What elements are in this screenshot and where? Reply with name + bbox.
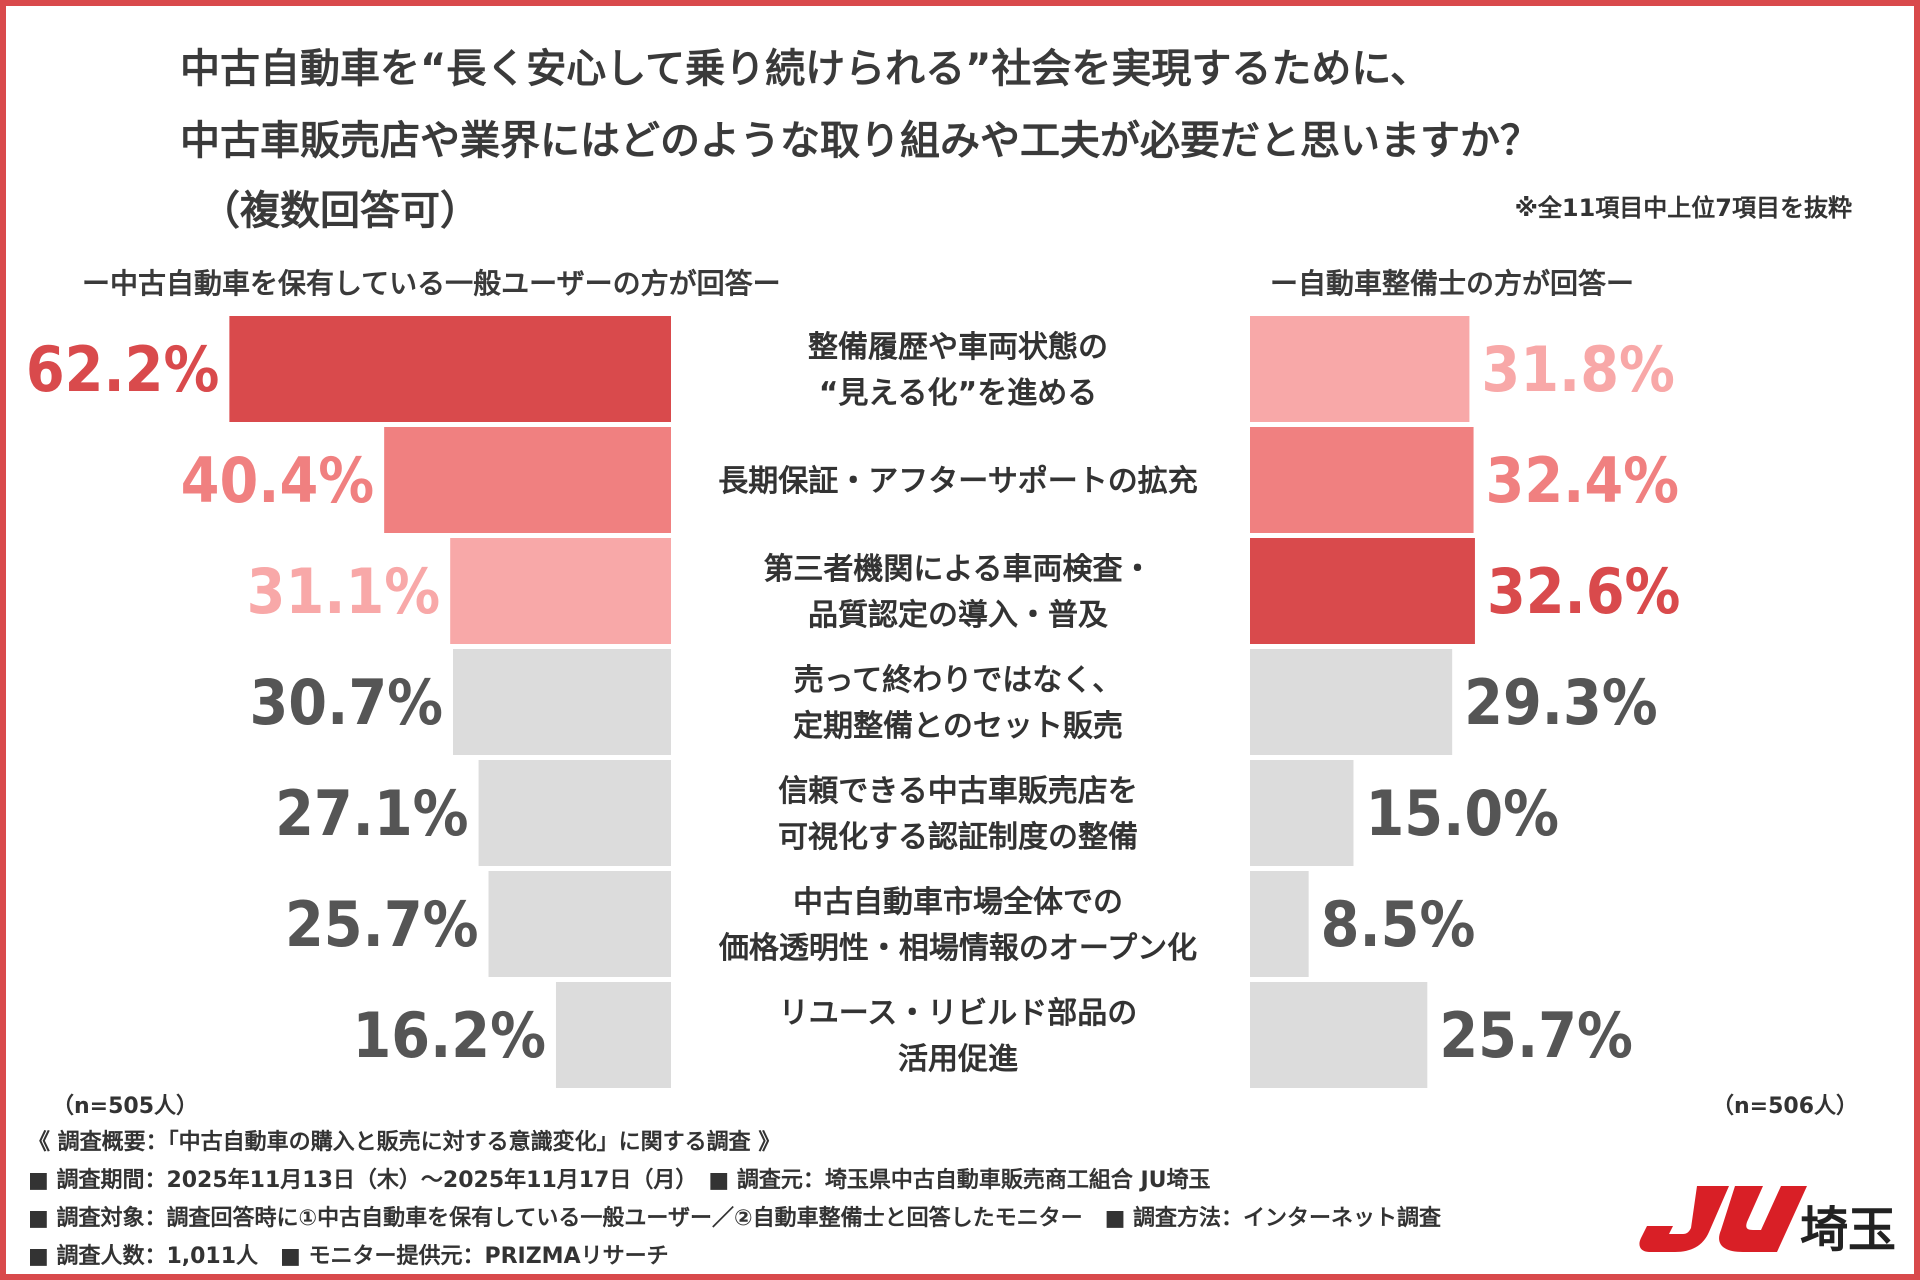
right-value-label: 32.6%	[1487, 555, 1681, 628]
left-bar	[488, 871, 671, 977]
left-bar	[555, 982, 671, 1088]
category-label: “見える化”を進める	[819, 376, 1098, 411]
survey-heading: 《 調査概要：「中古自動車の購入と販売に対する意識変化」に関する調査 》	[28, 1130, 781, 1155]
category-label: 価格透明性・相場情報のオープン化	[718, 931, 1197, 966]
left-value-label: 16.2%	[352, 999, 546, 1072]
left-bar	[453, 649, 671, 755]
right-value-label: 15.0%	[1366, 777, 1560, 850]
left-value-label: 30.7%	[250, 666, 444, 739]
selection-note: ※全11項目中上位7項目を抜粋	[1514, 194, 1852, 222]
right-value-label: 29.3%	[1464, 666, 1658, 739]
category-label: 中古自動車市場全体での	[793, 885, 1123, 920]
left-bar	[478, 760, 671, 866]
left-sample-size: （n=505人）	[52, 1094, 199, 1119]
chart-title-line3: （複数回答可）	[200, 188, 480, 234]
right-bar	[1250, 316, 1470, 422]
category-label: 活用促進	[898, 1042, 1018, 1077]
category-label: 整備履歴や車両状態の	[808, 330, 1108, 365]
category-label: 長期保証・アフターサポートの拡充	[718, 464, 1197, 499]
left-value-label: 62.2%	[26, 333, 220, 406]
left-bar	[229, 316, 671, 422]
ju-logo-mark	[1639, 1186, 1807, 1252]
right-bar	[1250, 982, 1428, 1088]
chart-title-line2: 中古車販売店や業界にはどのような取り組みや工夫が必要だと思いますか？	[180, 118, 1540, 164]
left-bar	[450, 538, 671, 644]
right-value-label: 8.5%	[1321, 888, 1476, 961]
left-value-label: 27.1%	[275, 777, 469, 850]
right-bar	[1250, 427, 1474, 533]
left-value-label: 31.1%	[247, 555, 441, 628]
category-label: 信頼できる中古車販売店を	[778, 774, 1137, 809]
ju-logo-text: 埼玉	[1800, 1202, 1897, 1258]
right-series-heading: ー自動車整備士の方が回答ー	[1270, 267, 1635, 300]
left-bar	[384, 427, 671, 533]
butterfly-bar-chart: 62.2% 31.8% 整備履歴や車両状態の “見える化”を進める 40.4% 32.4%…	[26, 316, 1681, 1088]
category-label: 第三者機関による車両検査・	[763, 552, 1152, 587]
right-bar	[1250, 760, 1354, 866]
left-series-heading: ー中古自動車を保有している一般ユーザーの方が回答ー	[82, 267, 781, 300]
left-value-label: 40.4%	[181, 444, 375, 517]
right-value-label: 25.7%	[1439, 999, 1633, 1072]
right-bar	[1250, 538, 1475, 644]
survey-period-line: ■ 調査期間：2025年11月13日（木）～2025年11月17日（月） ■ 調…	[28, 1168, 1211, 1193]
category-label: 定期整備とのセット販売	[793, 709, 1123, 744]
right-sample-size: （n=506人）	[1712, 1094, 1859, 1119]
right-value-label: 32.4%	[1486, 444, 1680, 517]
left-value-label: 25.7%	[285, 888, 479, 961]
right-value-label: 31.8%	[1481, 333, 1675, 406]
survey-target-line: ■ 調査対象：調査回答時に①中古自動車を保有している一般ユーザー／②自動車整備士…	[28, 1206, 1442, 1231]
survey-count-line: ■ 調査人数：1,011人 ■ モニター提供元：PRIZMAリサーチ	[28, 1244, 669, 1269]
chart-title-line1: 中古自動車を“長く安心して乗り続けられる”社会を実現するために、	[180, 46, 1431, 92]
category-label: 可視化する認証制度の整備	[778, 820, 1138, 855]
category-label: 品質認定の導入・普及	[808, 598, 1108, 633]
right-bar	[1250, 871, 1309, 977]
category-label: 売って終わりではなく、	[794, 663, 1123, 698]
right-bar	[1250, 649, 1453, 755]
category-label: リユース・リビルド部品の	[779, 996, 1138, 1031]
